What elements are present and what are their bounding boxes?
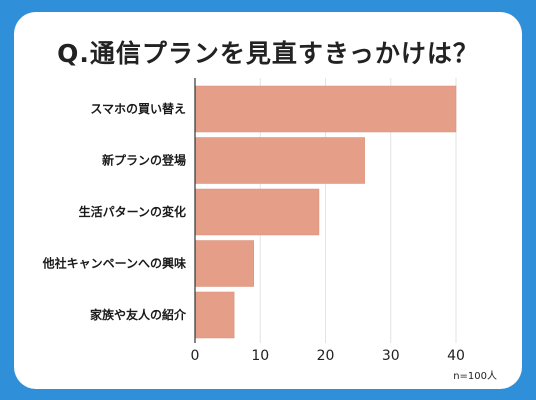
- category-label: 新プランの登場: [102, 153, 186, 168]
- category-label: スマホの買い替え: [90, 101, 186, 116]
- category-labels: スマホの買い替え新プランの登場生活パターンの変化他社キャンペーンへの興味家族や友…: [42, 101, 187, 322]
- tick-label: 0: [191, 348, 200, 364]
- bars: [194, 85, 457, 339]
- tick-label: 30: [382, 348, 400, 364]
- category-label: 家族や友人の紹介: [90, 307, 187, 322]
- chart-title: Q.通信プランを見直すきっかけは？: [57, 39, 479, 68]
- chart-card: Q.通信プランを見直すきっかけは？: [14, 12, 522, 389]
- bar: [194, 85, 457, 133]
- bar: [194, 291, 235, 339]
- tick-label: 40: [447, 348, 465, 364]
- tick-label: 10: [251, 348, 269, 364]
- category-label: 生活パターンの変化: [79, 204, 186, 219]
- category-label: 他社キャンペーンへの興味: [42, 256, 186, 271]
- bar: [194, 137, 365, 184]
- bar: [194, 240, 254, 287]
- sample-size-note: n=100人: [453, 370, 497, 382]
- bar: [194, 188, 320, 236]
- tick-label: 20: [317, 348, 335, 364]
- x-tick-labels: 0 10 20 30 40: [191, 348, 465, 364]
